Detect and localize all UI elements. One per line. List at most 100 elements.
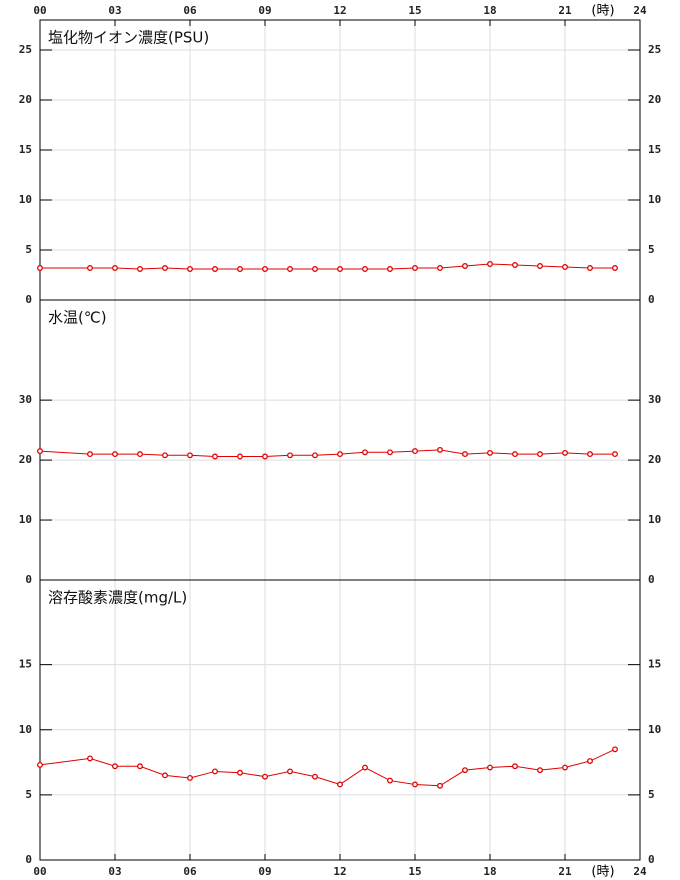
- y-tick-label: 0: [648, 293, 655, 306]
- data-point: [537, 767, 543, 774]
- data-point: [512, 262, 518, 268]
- data-point: [562, 449, 568, 456]
- data-point: [87, 451, 93, 458]
- data-point: [612, 451, 618, 458]
- data-point: [412, 448, 418, 455]
- x-tick-label: 18: [483, 865, 496, 878]
- y-tick-label: 5: [25, 788, 32, 801]
- x-axis-label: (時): [591, 865, 614, 880]
- data-point: [487, 449, 493, 456]
- data-point: [37, 448, 43, 455]
- data-point: [387, 449, 393, 456]
- data-point: [137, 763, 143, 770]
- data-point: [162, 772, 168, 779]
- data-point: [437, 446, 443, 453]
- data-point: [537, 451, 543, 458]
- data-point: [487, 764, 493, 771]
- data-point: [212, 266, 218, 272]
- data-point: [337, 781, 343, 788]
- y-tick-label: 20: [19, 453, 32, 466]
- x-tick-label: 24: [633, 865, 647, 878]
- y-tick-label: 25: [19, 43, 32, 56]
- data-point: [137, 266, 143, 272]
- data-point: [462, 451, 468, 458]
- data-point: [262, 266, 268, 272]
- data-point: [612, 746, 618, 753]
- y-tick-label: 10: [648, 723, 661, 736]
- data-point: [437, 265, 443, 271]
- data-point: [312, 266, 318, 272]
- data-point: [512, 451, 518, 458]
- data-point: [187, 266, 193, 272]
- data-point: [137, 451, 143, 458]
- x-tick-label: 21: [558, 865, 572, 878]
- x-tick-label: 21: [558, 4, 572, 17]
- x-axis-label: (時): [591, 4, 614, 19]
- y-tick-label: 0: [648, 573, 655, 586]
- data-point: [237, 453, 243, 460]
- y-tick-label: 5: [648, 243, 655, 256]
- data-point: [287, 452, 293, 459]
- data-point: [87, 265, 93, 271]
- panel-title: 塩化物イオン濃度(PSU): [48, 29, 209, 47]
- data-point: [237, 266, 243, 272]
- y-tick-label: 10: [648, 193, 661, 206]
- y-tick-label: 20: [648, 453, 661, 466]
- x-tick-label: 24: [633, 4, 647, 17]
- panel-title: 溶存酸素濃度(mg/L): [48, 589, 187, 607]
- y-tick-label: 10: [19, 513, 32, 526]
- y-tick-label: 25: [648, 43, 661, 56]
- data-point: [287, 266, 293, 272]
- x-tick-label: 09: [258, 4, 271, 17]
- data-point: [587, 265, 593, 271]
- data-point: [287, 768, 293, 775]
- data-point: [362, 764, 368, 771]
- data-point: [587, 451, 593, 458]
- x-tick-label: 15: [408, 865, 421, 878]
- x-tick-label: 03: [108, 4, 121, 17]
- y-tick-label: 10: [19, 193, 32, 206]
- data-point: [562, 264, 568, 270]
- y-tick-label: 5: [25, 243, 32, 256]
- x-tick-label: 12: [333, 4, 346, 17]
- data-point: [112, 451, 118, 458]
- data-point: [212, 453, 218, 460]
- data-point: [387, 777, 393, 784]
- data-point: [512, 763, 518, 770]
- y-tick-label: 5: [648, 788, 655, 801]
- y-tick-label: 30: [19, 393, 32, 406]
- x-tick-label: 09: [258, 865, 271, 878]
- y-tick-label: 30: [648, 393, 661, 406]
- y-tick-label: 15: [19, 143, 32, 156]
- data-point: [212, 768, 218, 775]
- data-point: [537, 263, 543, 269]
- x-tick-label: 00: [33, 4, 46, 17]
- y-tick-label: 0: [25, 573, 32, 586]
- data-point: [387, 266, 393, 272]
- data-point: [162, 452, 168, 459]
- data-point: [162, 265, 168, 271]
- data-point: [412, 781, 418, 788]
- y-tick-label: 15: [648, 658, 661, 671]
- data-point: [562, 764, 568, 771]
- data-point: [362, 449, 368, 456]
- data-point: [612, 265, 618, 271]
- data-point: [587, 758, 593, 764]
- data-point: [37, 761, 43, 768]
- data-point: [187, 775, 193, 781]
- x-tick-label: 06: [183, 4, 197, 17]
- y-tick-label: 10: [648, 513, 661, 526]
- data-point: [312, 452, 318, 459]
- data-point: [112, 763, 118, 770]
- y-tick-label: 20: [19, 93, 32, 106]
- data-point: [487, 261, 493, 267]
- y-tick-label: 0: [25, 293, 32, 306]
- x-tick-label: 03: [108, 865, 121, 878]
- x-tick-label: 15: [408, 4, 421, 17]
- x-tick-label: 12: [333, 865, 346, 878]
- data-point: [262, 773, 268, 780]
- y-tick-label: 10: [19, 723, 32, 736]
- data-point: [237, 769, 243, 776]
